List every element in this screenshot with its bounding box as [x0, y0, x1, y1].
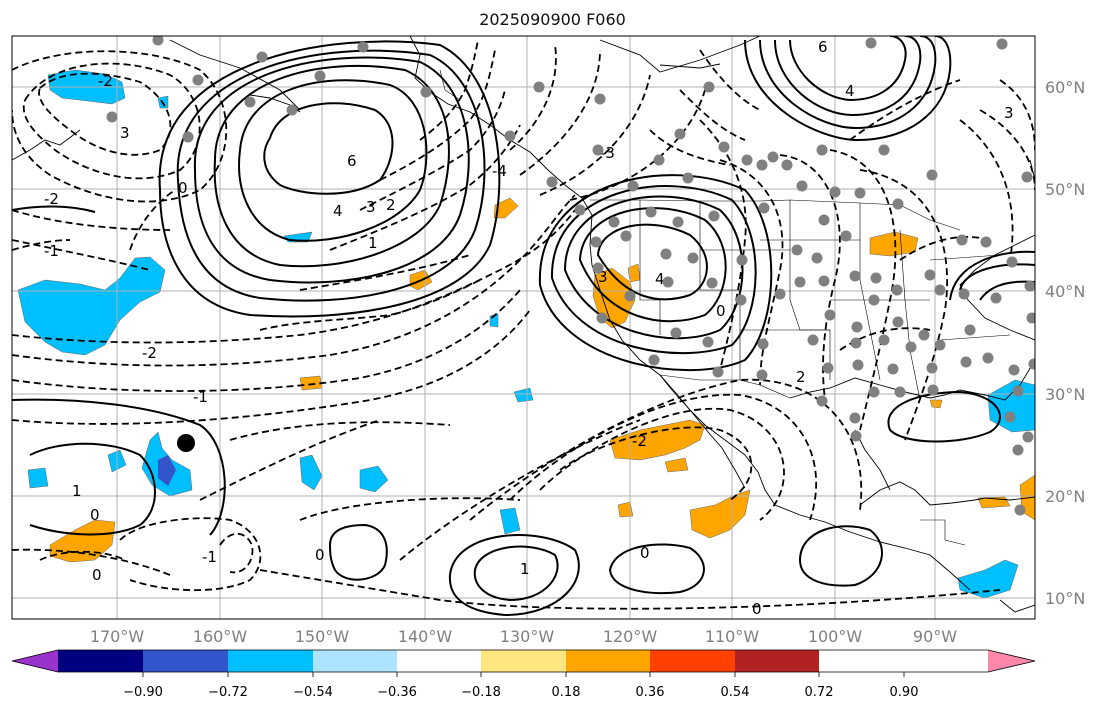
colorbar: −0.90 −0.72 −0.54 −0.36 −0.18 0.18 0.36 …: [11, 649, 1036, 700]
lon-label: 170°W: [90, 627, 145, 646]
lat-label: 30°N: [1045, 385, 1085, 404]
map-title: 2025090900 F060: [479, 10, 626, 29]
colorbar-segment: [735, 650, 819, 672]
contour-label: 1: [72, 482, 82, 500]
contour-label: 6: [347, 152, 357, 170]
lon-label: 100°W: [808, 627, 863, 646]
colorbar-segment: [58, 650, 143, 672]
colorbar-tick-label: 0.18: [552, 685, 581, 700]
colorbar-tick-label: 0.90: [890, 685, 919, 700]
colorbar-tick-label: −0.90: [123, 685, 163, 700]
storm-center-marker: [177, 434, 195, 452]
colorbar-segment: [228, 650, 313, 672]
contour-label: 3: [366, 198, 376, 216]
colorbar-tick-label: 0.72: [805, 685, 834, 700]
contour-label: 6: [818, 38, 828, 56]
colorbar-tick-label: −0.72: [208, 685, 248, 700]
contour-label: 0: [752, 600, 762, 618]
colorbar-ticks: [142, 672, 905, 677]
strong-negative-shading: [158, 455, 176, 486]
latitude-labels: 60°N 50°N 40°N 30°N 20°N 10°N: [1045, 78, 1085, 608]
contour-label: 2: [386, 196, 396, 214]
contour-label: -2: [44, 190, 59, 208]
contour-label: 4: [655, 270, 665, 288]
contour-label: 1: [520, 560, 530, 578]
positive-contours: [12, 36, 1035, 617]
contour-label: -4: [492, 162, 507, 180]
lat-label: 60°N: [1045, 78, 1085, 97]
contour-label: -2: [98, 72, 113, 90]
lon-label: 140°W: [398, 627, 453, 646]
colorbar-segments: [12, 650, 1035, 672]
contour-label: 0: [640, 544, 650, 562]
contour-label: -1: [44, 242, 59, 260]
contour-label: 0: [92, 566, 102, 584]
colorbar-tick-labels: −0.90 −0.72 −0.54 −0.36 −0.18 0.18 0.36 …: [123, 685, 918, 700]
lat-label: 10°N: [1045, 589, 1085, 608]
contour-label: -3: [600, 144, 615, 162]
contour-label: 0: [90, 506, 100, 524]
contour-label: -2: [632, 432, 647, 450]
lon-label: 120°W: [603, 627, 658, 646]
lat-label: 50°N: [1045, 180, 1085, 199]
colorbar-tick-label: 0.36: [636, 685, 665, 700]
negative-contours: [12, 39, 1035, 610]
lat-label: 20°N: [1045, 487, 1085, 506]
contour-label: 3: [1004, 104, 1014, 122]
contour-label: 3: [120, 124, 130, 142]
negative-anomaly-shading: [17, 69, 1035, 599]
lat-label: 40°N: [1045, 282, 1085, 301]
map-frame: [11, 35, 1036, 620]
lon-label: 130°W: [500, 627, 555, 646]
colorbar-outline: [11, 649, 1036, 673]
contour-label: -1: [193, 388, 208, 406]
map-panel: 6 4 3 2 1 -2 3 0 -1 -2 -2 -1 1 0 -1 0 0 …: [12, 36, 1035, 619]
contour-label: 1: [368, 234, 378, 252]
colorbar-segment: [650, 650, 735, 672]
contour-label: 3: [598, 268, 608, 286]
station-markers: [106, 36, 1035, 516]
contour-label: 4: [845, 82, 855, 100]
colorbar-tick-label: −0.54: [293, 685, 333, 700]
colorbar-segment: [397, 650, 481, 672]
colorbar-extend-low: [12, 650, 58, 672]
colorbar-segment: [566, 650, 650, 672]
coastlines: [12, 36, 1035, 613]
colorbar-tick-label: −0.18: [461, 685, 501, 700]
contour-label: -2: [142, 344, 157, 362]
contour-label: 4: [333, 202, 343, 220]
lon-label: 160°W: [193, 627, 248, 646]
contour-label: 0: [716, 302, 726, 320]
colorbar-segment: [481, 650, 566, 672]
longitude-labels: 170°W 160°W 150°W 140°W 130°W 120°W 110°…: [90, 627, 957, 646]
colorbar-segment: [143, 650, 228, 672]
contour-label: 0: [315, 546, 325, 564]
colorbar-extend-high: [988, 650, 1035, 672]
lon-label: 90°W: [913, 627, 957, 646]
colorbar-tick-label: −0.36: [377, 685, 417, 700]
contour-label: -1: [202, 548, 217, 566]
colorbar-tick-label: 0.54: [721, 685, 750, 700]
contour-label: 0: [178, 179, 188, 197]
positive-anomaly-shading: [49, 197, 1035, 563]
colorbar-segment: [313, 650, 397, 672]
contour-labels: 6 4 3 2 1 -2 3 0 -1 -2 -2 -1 1 0 -1 0 0 …: [44, 38, 1014, 618]
lon-label: 150°W: [295, 627, 350, 646]
lon-label: 110°W: [705, 627, 760, 646]
contour-label: 2: [796, 368, 806, 386]
